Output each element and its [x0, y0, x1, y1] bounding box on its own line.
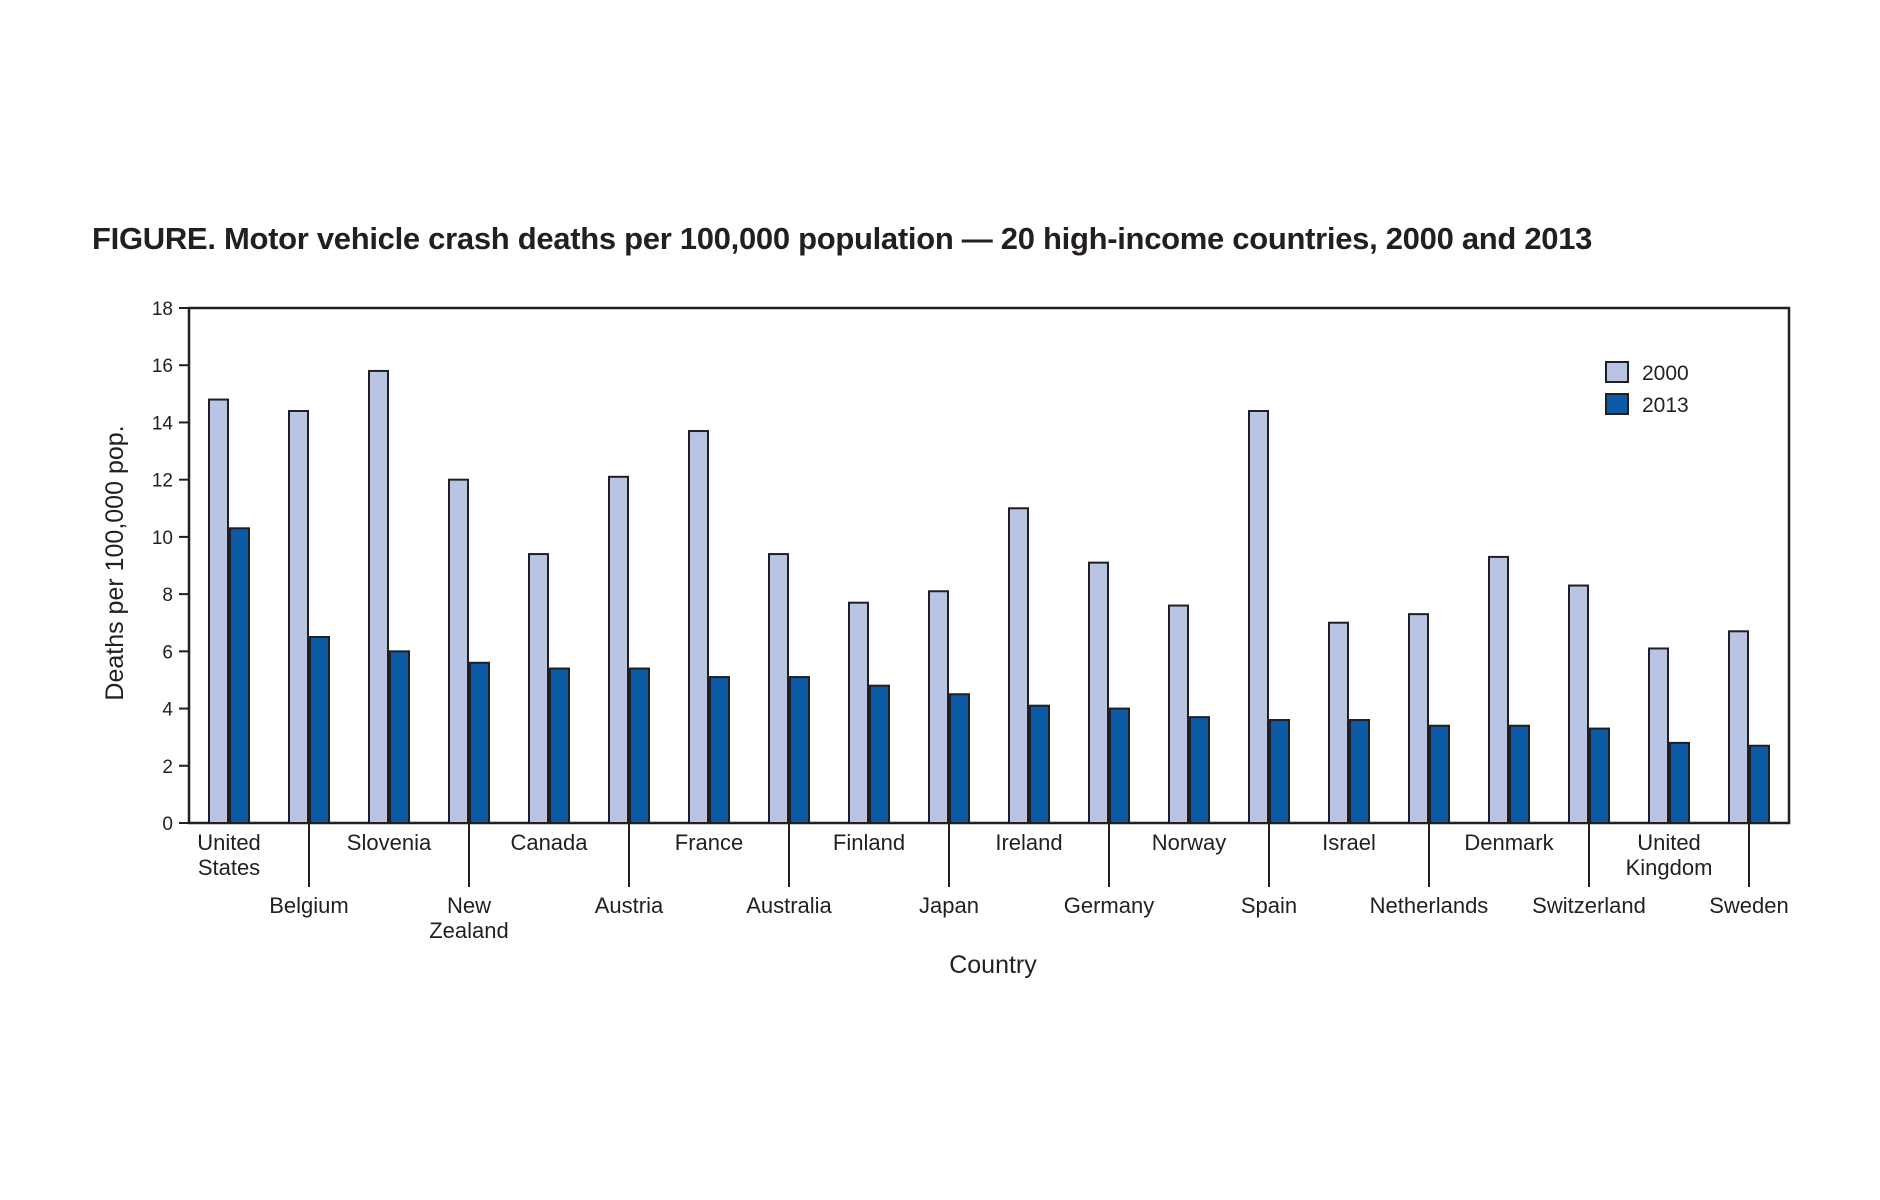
bar-2000 [848, 601, 869, 825]
y-tick-label: 2 [162, 757, 173, 778]
x-category-label: Ireland [995, 830, 1062, 855]
bar-2000 [528, 553, 549, 824]
x-category-label: Spain [1241, 893, 1297, 918]
legend-label-2013: 2013 [1642, 394, 1689, 417]
x-category-label: Israel [1322, 830, 1376, 855]
bar-2013 [1029, 704, 1050, 825]
bar-2000 [1168, 604, 1189, 824]
bar-2013 [549, 667, 570, 824]
bar-2013 [229, 527, 250, 824]
bar-2000 [1408, 613, 1429, 825]
y-tick-label: 4 [162, 700, 173, 721]
bar-2013 [309, 636, 330, 824]
x-category-label: France [675, 830, 743, 855]
x-axis-title: Country [949, 951, 1037, 979]
bar-2013 [1349, 719, 1370, 824]
bar-2000 [1008, 507, 1029, 824]
x-category-label: Canada [510, 830, 588, 855]
bar-2013 [1669, 741, 1690, 825]
bar-2000 [608, 475, 629, 824]
y-tick-label: 14 [152, 413, 174, 434]
bar-2000 [688, 430, 709, 824]
x-category-label: Austria [595, 893, 664, 918]
figure-title-text: . Motor vehicle crash deaths per 100,000… [207, 221, 1593, 256]
bar-2013 [629, 667, 650, 824]
y-tick-label: 18 [152, 299, 173, 320]
bar-2013 [869, 684, 890, 825]
x-category-label: New [447, 893, 491, 918]
legend: 2000 2013 [1605, 361, 1689, 417]
y-axis-title: Deaths per 100,000 pop. [101, 425, 129, 700]
x-category-label: States [198, 855, 260, 880]
x-category-label: Japan [919, 893, 979, 918]
x-category-label: Norway [1152, 830, 1227, 855]
bar-2013 [789, 676, 810, 824]
x-category-label: Australia [746, 893, 832, 918]
y-tick-label: 16 [152, 356, 173, 377]
x-category-label: United [197, 830, 261, 855]
bar-2000 [1088, 561, 1109, 825]
bar-2000 [1648, 647, 1669, 824]
x-category-label: United [1637, 830, 1701, 855]
x-category-label: Sweden [1709, 893, 1789, 918]
bar-2000 [288, 410, 309, 824]
y-tick-label: 12 [152, 471, 173, 492]
x-category-label: Switzerland [1532, 893, 1646, 918]
legend-swatch-2000 [1605, 361, 1629, 383]
bars [208, 369, 1770, 825]
bar-2000 [208, 398, 229, 824]
bar-2013 [1109, 707, 1130, 824]
bar-2013 [389, 650, 410, 824]
x-axis-labels: UnitedStatesBelgiumSloveniaNewZealandCan… [197, 823, 1789, 943]
bar-2013 [1589, 727, 1610, 824]
legend-swatch-2013 [1605, 393, 1629, 415]
bar-2000 [768, 553, 789, 824]
chart-title: FIGURE. Motor vehicle crash deaths per 1… [92, 221, 1592, 257]
bar-2000 [448, 478, 469, 824]
figure-label: FIGURE [92, 221, 208, 256]
bar-2013 [1509, 724, 1530, 825]
x-category-label: Finland [833, 830, 905, 855]
bar-2000 [368, 369, 389, 824]
x-category-label: Netherlands [1370, 893, 1489, 918]
x-category-label: Slovenia [347, 830, 432, 855]
bar-2000 [1248, 410, 1269, 824]
bar-2013 [1269, 719, 1290, 824]
bar-2013 [1189, 716, 1210, 825]
bar-2000 [1568, 584, 1589, 824]
plot-frame [187, 306, 1791, 825]
x-category-label: Germany [1064, 893, 1154, 918]
y-tick-label: 10 [152, 528, 173, 549]
y-tick-label: 0 [162, 814, 173, 835]
bar-2000 [928, 590, 949, 824]
x-category-label: Zealand [429, 918, 509, 943]
axes: 0 2 4 6 8 10 12 14 16 18 [152, 299, 1791, 835]
x-category-label: Belgium [269, 893, 348, 918]
bar-2000 [1488, 555, 1509, 825]
y-tick-label: 8 [162, 585, 173, 606]
x-category-label: Denmark [1464, 830, 1554, 855]
y-tick-label: 6 [162, 642, 173, 663]
bar-2013 [469, 661, 490, 824]
bar-2013 [949, 693, 970, 824]
bar-2013 [1749, 744, 1770, 824]
bar-2013 [709, 676, 730, 824]
legend-label-2000: 2000 [1642, 362, 1689, 385]
x-category-label: Kingdom [1626, 855, 1713, 880]
bar-2000 [1328, 621, 1349, 824]
bar-2013 [1429, 724, 1450, 825]
bar-2000 [1728, 630, 1749, 824]
